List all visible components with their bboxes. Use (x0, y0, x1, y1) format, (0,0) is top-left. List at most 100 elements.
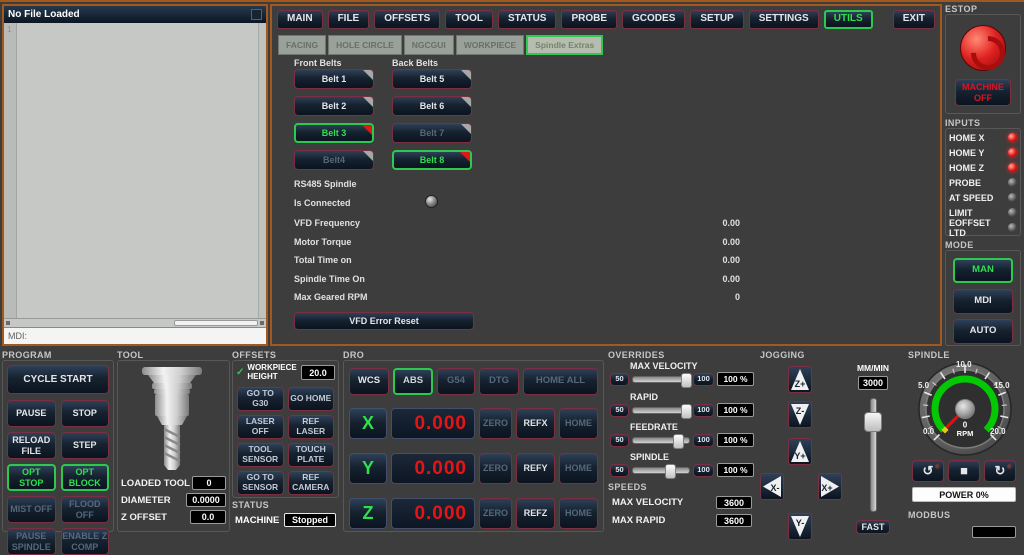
pause-button[interactable]: PAUSE (7, 400, 56, 427)
subtab-hole-circle[interactable]: HOLE CIRCLE (328, 35, 402, 55)
spindle-ccw-button[interactable]: ↺ (912, 460, 944, 482)
max-velocity-max-button[interactable]: 100 (693, 372, 714, 386)
scroll-left-arrow-icon[interactable] (6, 321, 10, 325)
home-all-button[interactable]: HOME ALL (523, 368, 598, 395)
tab-gcodes[interactable]: GCODES (622, 9, 686, 29)
gcode-vertical-scrollbar[interactable] (258, 23, 266, 318)
spindle-min-button[interactable]: 50 (610, 463, 629, 477)
go-to-g30-button[interactable]: GO TO G30 (237, 387, 284, 411)
enable-zcomp-button[interactable]: ENABLE Z COMP (60, 528, 109, 555)
rapid-slider[interactable] (632, 403, 692, 419)
y-axis-button[interactable]: Y (349, 453, 387, 484)
ref-camera-button[interactable]: REF CAMERA (287, 471, 334, 495)
spindle-slider-handle[interactable] (665, 463, 677, 479)
spindle-slider[interactable] (632, 463, 690, 479)
belt-2-button[interactable]: Belt 2 (294, 96, 374, 116)
go-to-sensor-button[interactable]: GO TO SENSOR (237, 471, 284, 495)
ref-z-button[interactable]: REFZ (516, 498, 555, 529)
laser-button[interactable]: LASER OFF (237, 415, 284, 439)
zero-z-button[interactable]: ZERO (479, 498, 512, 529)
jog-rate-slider-handle[interactable] (864, 412, 882, 432)
belt-1-button[interactable]: Belt 1 (294, 69, 374, 89)
tab-utils[interactable]: UTILS (823, 9, 873, 29)
jog-z-plus-button[interactable]: Z+ (788, 366, 812, 393)
dro-tab-wcs[interactable]: WCS (349, 368, 389, 395)
dro-tab-g54[interactable]: G54 (437, 368, 475, 395)
tab-setup[interactable]: SETUP (690, 9, 744, 29)
workpiece-height-value[interactable]: 20.0 (301, 365, 335, 381)
flood-button[interactable]: FLOOD OFF (60, 496, 109, 523)
belt-8-button[interactable]: Belt 8 (392, 150, 472, 170)
pause-spindle-button[interactable]: PAUSE SPINDLE (7, 528, 56, 555)
reload-file-button[interactable]: RELOAD FILE (7, 432, 56, 459)
rapid-min-button[interactable]: 50 (610, 403, 629, 417)
mdi-input[interactable] (27, 331, 262, 341)
step-button[interactable]: STEP (60, 432, 109, 459)
scrollbar-thumb[interactable] (174, 320, 259, 326)
ref-x-button[interactable]: REFX (516, 408, 555, 439)
home-y-button[interactable]: HOME (559, 453, 598, 484)
tool-sensor-button[interactable]: TOOL SENSOR (237, 443, 284, 467)
max-velocity-slider-handle[interactable] (680, 372, 692, 388)
gcode-panel-menu-button[interactable] (251, 9, 262, 20)
subtab-ngcgui[interactable]: NGCGUI (403, 35, 454, 55)
feedrate-min-button[interactable]: 50 (610, 433, 629, 447)
rapid-slider-handle[interactable] (680, 403, 692, 419)
max-velocity-slider[interactable] (632, 372, 692, 388)
ref-laser-button[interactable]: REF LASER (287, 415, 334, 439)
home-z-button[interactable]: HOME (559, 498, 598, 529)
rapid-max-button[interactable]: 100 (693, 403, 714, 417)
mist-button[interactable]: MIST OFF (7, 496, 56, 523)
belt-3-button[interactable]: Belt 3 (294, 123, 374, 143)
mode-mdi-button[interactable]: MDI (953, 289, 1013, 314)
feedrate-slider[interactable] (632, 433, 690, 449)
opt-block-button[interactable]: OPT BLOCK (60, 464, 109, 491)
tab-probe[interactable]: PROBE (561, 9, 618, 29)
mode-auto-button[interactable]: AUTO (953, 319, 1013, 344)
jog-x-plus-button[interactable]: X+ (818, 473, 842, 500)
jog-rate-slider[interactable] (870, 398, 877, 512)
max-velocity-min-button[interactable]: 50 (610, 372, 629, 386)
subtab-workpiece[interactable]: WORKPIECE (455, 35, 525, 55)
tab-settings[interactable]: SETTINGS (748, 9, 819, 29)
tab-file[interactable]: FILE (327, 9, 370, 29)
belt-4-button[interactable]: Belt4 (294, 150, 374, 170)
home-x-button[interactable]: HOME (559, 408, 598, 439)
gcode-horizontal-scrollbar[interactable] (4, 318, 266, 327)
feedrate-slider-handle[interactable] (673, 433, 685, 449)
jog-fast-button[interactable]: FAST (856, 520, 890, 534)
jog-y-minus-button[interactable]: Y- (788, 513, 812, 540)
belt-6-button[interactable]: Belt 6 (392, 96, 472, 116)
tab-offsets[interactable]: OFFSETS (374, 9, 441, 29)
x-axis-button[interactable]: X (349, 408, 387, 439)
spindle-stop-button[interactable]: ■ (948, 460, 980, 482)
zero-y-button[interactable]: ZERO (479, 453, 512, 484)
ref-y-button[interactable]: REFY (516, 453, 555, 484)
gcode-editor[interactable]: 1 (4, 23, 266, 318)
jog-z-minus-button[interactable]: Z- (788, 401, 812, 428)
subtab-spindle-extras[interactable]: Spindle Extras (526, 35, 604, 55)
spindle-max-button[interactable]: 100 (693, 463, 714, 477)
tab-main[interactable]: MAIN (277, 9, 323, 29)
dro-tab-abs[interactable]: ABS (393, 368, 433, 395)
belt-5-button[interactable]: Belt 5 (392, 69, 472, 89)
touch-plate-button[interactable]: TOUCH PLATE (287, 443, 334, 467)
feedrate-max-button[interactable]: 100 (693, 433, 714, 447)
jog-x-minus-button[interactable]: X- (760, 473, 784, 500)
estop-button[interactable] (960, 25, 1006, 71)
machine-off-button[interactable]: MACHINE OFF (955, 79, 1011, 106)
cycle-start-button[interactable]: CYCLE START (7, 365, 109, 394)
tab-status[interactable]: STATUS (497, 9, 557, 29)
go-home-button[interactable]: GO HOME (287, 387, 334, 411)
subtab-facing[interactable]: FACING (278, 35, 327, 55)
opt-stop-button[interactable]: OPT STOP (7, 464, 56, 491)
zero-x-button[interactable]: ZERO (479, 408, 512, 439)
dro-tab-dtg[interactable]: DTG (479, 368, 519, 395)
vfd-error-reset-button[interactable]: VFD Error Reset (294, 312, 474, 330)
belt-7-button[interactable]: Belt 7 (392, 123, 472, 143)
jog-y-plus-button[interactable]: Y+ (788, 438, 812, 465)
z-axis-button[interactable]: Z (349, 498, 387, 529)
stop-button[interactable]: STOP (60, 400, 109, 427)
exit-button[interactable]: EXIT (892, 9, 935, 29)
tab-tool[interactable]: TOOL (445, 9, 493, 29)
